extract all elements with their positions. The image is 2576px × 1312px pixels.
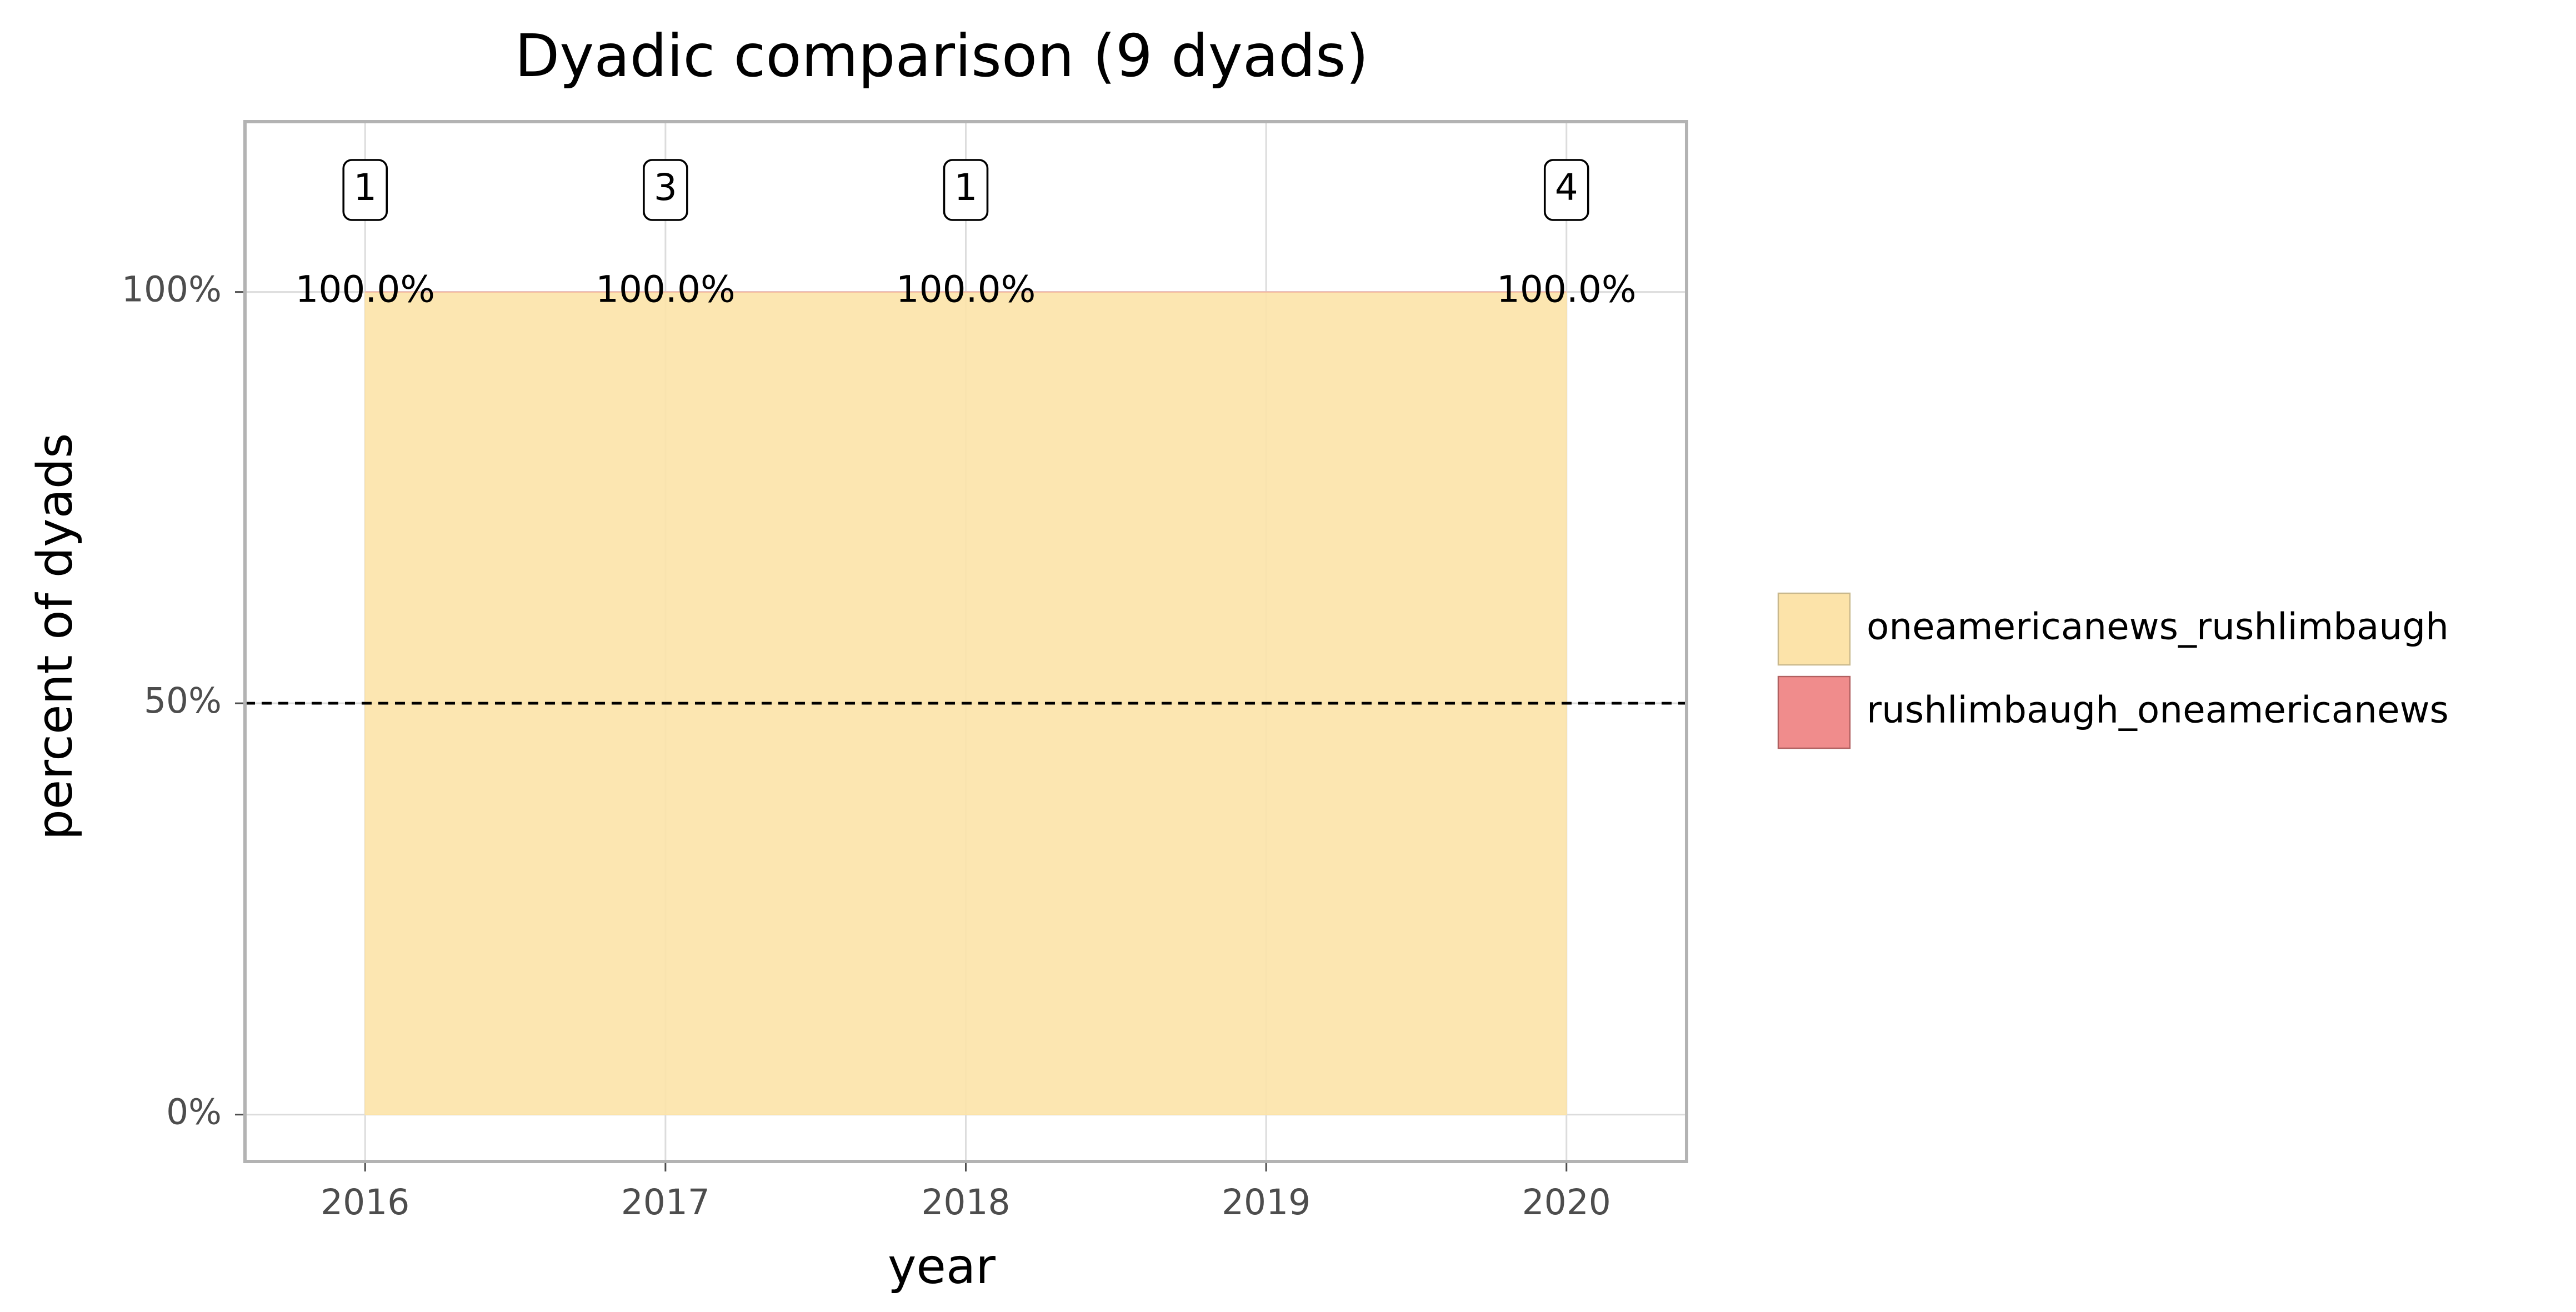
x-tick-label: 2016 [321,1182,409,1223]
x-axis-label: year [888,1238,996,1295]
y-tick-label: 0% [166,1092,222,1133]
value-label: 100.0% [1497,268,1637,311]
y-axis-label: percent of dyads [27,433,83,840]
legend-label: rushlimbaugh_oneamericanews [1867,689,2449,732]
chart-title: Dyadic comparison (9 dyads) [514,22,1368,90]
legend-swatch [1777,675,1851,749]
count-label: 1 [954,166,978,209]
x-tick-label: 2019 [1222,1182,1310,1223]
value-label: 100.0% [896,268,1036,311]
count-label: 1 [353,166,377,209]
panel-border [243,120,1688,1164]
x-tick-label: 2018 [921,1182,1010,1223]
y-tick-label: 50% [144,680,222,721]
value-label: 100.0% [295,268,435,311]
legend-label: oneamericanews_rushlimbaugh [1867,605,2449,648]
count-box [342,159,388,221]
value-label: 100.0% [596,268,736,311]
count-box [943,159,989,221]
y-tick-label: 100% [122,269,222,310]
count-label: 4 [1555,166,1578,209]
x-tick-label: 2017 [621,1182,710,1223]
count-box [1543,159,1589,221]
legend-swatch [1777,592,1851,666]
x-tick-label: 2020 [1522,1182,1611,1223]
count-box [643,159,688,221]
count-label: 3 [654,166,677,209]
